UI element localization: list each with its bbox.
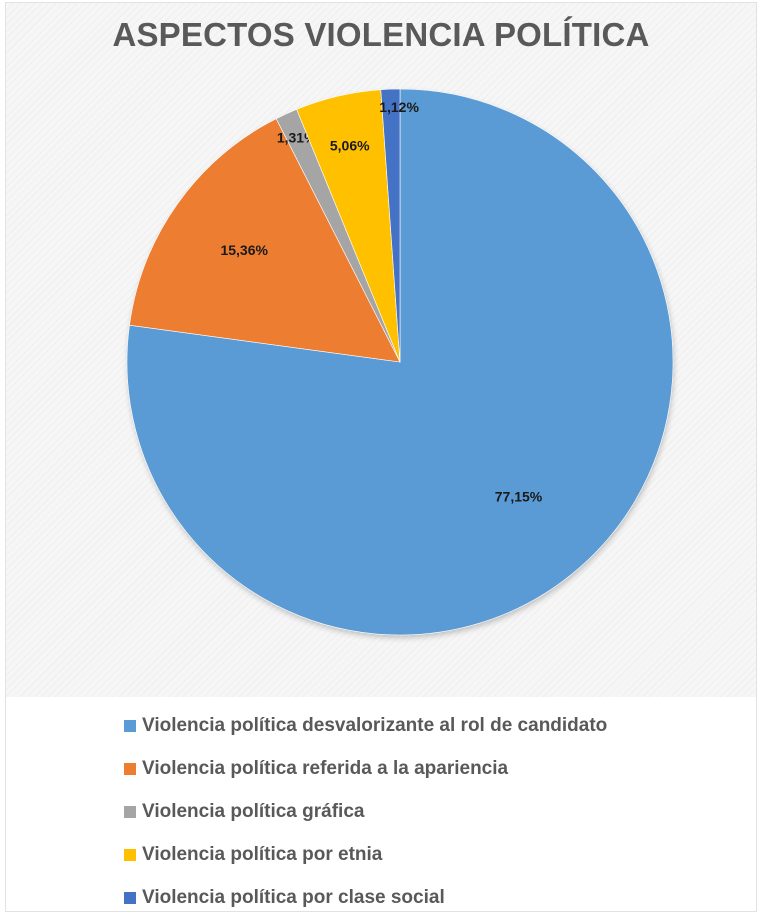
legend-label: Violencia política por clase social xyxy=(142,886,445,908)
legend-swatch xyxy=(124,762,136,775)
legend: Violencia política desvalorizante al rol… xyxy=(124,704,607,919)
legend-item-1: Violencia política desvalorizante al rol… xyxy=(124,704,607,747)
data-label-1: 77,15% xyxy=(495,488,543,504)
pie-slice-2 xyxy=(129,118,401,363)
data-label-5: 1,12% xyxy=(379,99,419,115)
chart-title: ASPECTOS VIOLENCIA POLÍTICA xyxy=(112,16,650,53)
legend-label: Violencia política por etnia xyxy=(142,843,383,865)
data-label-4: 5,06% xyxy=(330,137,370,153)
pie-slice-5 xyxy=(380,88,401,363)
legend-label: Violencia política desvalorizante al rol… xyxy=(142,714,608,736)
legend-swatch xyxy=(124,805,136,818)
legend-item-3: Violencia política gráfica xyxy=(124,790,607,833)
legend-label: Violencia política gráfica xyxy=(142,800,365,822)
pie-slice-1 xyxy=(126,88,674,636)
legend-item-2: Violencia política referida a la aparien… xyxy=(124,747,607,790)
legend-label: Violencia política referida a la aparien… xyxy=(142,757,509,779)
legend-swatch xyxy=(124,891,136,904)
legend-swatch xyxy=(124,848,136,861)
data-label-2: 15,36% xyxy=(220,242,268,258)
legend-swatch xyxy=(124,719,136,732)
legend-area xyxy=(6,697,756,911)
legend-item-4: Violencia política por etnia xyxy=(124,833,607,876)
legend-item-5: Violencia política por clase social xyxy=(124,876,607,919)
